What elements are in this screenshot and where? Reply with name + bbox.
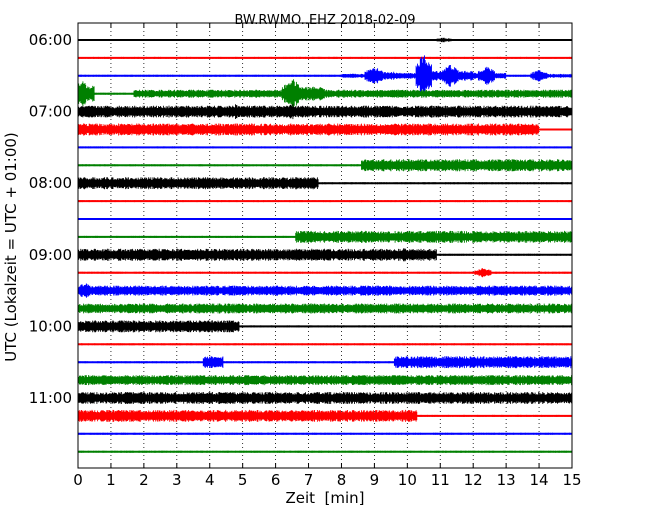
trace-11:30 — [77, 432, 572, 435]
y-tick-label: 08:00 — [29, 174, 72, 192]
x-tick-label: 14 — [530, 471, 549, 489]
x-tick-label: 0 — [73, 471, 83, 489]
x-tick-label: 7 — [304, 471, 314, 489]
trace-06:15 — [77, 56, 572, 59]
trace-10:15 — [77, 343, 572, 346]
x-tick-label: 12 — [464, 471, 483, 489]
trace-08:30 — [77, 218, 572, 220]
trace-11:45 — [77, 450, 572, 453]
trace-08:15 — [77, 200, 572, 203]
x-tick-label: 9 — [370, 471, 380, 489]
x-tick-label: 1 — [106, 471, 116, 489]
x-tick-label: 13 — [497, 471, 516, 489]
trace-08:45 — [77, 230, 572, 243]
tick-layer: 0 1 2 3 4 5 6 7 8 9 10 11 12 13 14 1506:0007:0008:0009:… — [29, 23, 582, 489]
x-tick-label: 8 — [337, 471, 347, 489]
trace-10:45 — [77, 375, 572, 386]
plot-frame — [77, 22, 573, 469]
trace-11:00 — [77, 392, 572, 404]
trace-07:45 — [77, 159, 572, 172]
x-tick-label: 6 — [271, 471, 281, 489]
trace-06:30 — [77, 55, 572, 97]
x-tick-label: 10 — [398, 471, 417, 489]
x-tick-label: 3 — [172, 471, 182, 489]
y-tick-label: 09:00 — [29, 246, 72, 264]
x-axis-label: Zeit [min] — [285, 489, 364, 507]
y-tick-label: 10:00 — [29, 317, 72, 335]
x-tick-label: 2 — [139, 471, 149, 489]
y-tick-label: 11:00 — [29, 389, 72, 407]
trace-06:45 — [77, 79, 572, 109]
x-tick-label: 5 — [238, 471, 248, 489]
x-tick-label: 4 — [205, 471, 215, 489]
trace-07:30 — [77, 146, 572, 149]
chart-title: BW.RWMO..EHZ 2018-02-09 — [234, 13, 415, 28]
y-tick-label: 06:00 — [29, 31, 72, 49]
x-tick-label: 11 — [431, 471, 450, 489]
x-tick-label: 15 — [562, 471, 581, 489]
trace-06:00 — [77, 37, 572, 43]
y-axis-label: UTC (Lokalzeit = UTC + 01:00) — [2, 132, 20, 362]
y-tick-label: 07:00 — [29, 103, 72, 121]
